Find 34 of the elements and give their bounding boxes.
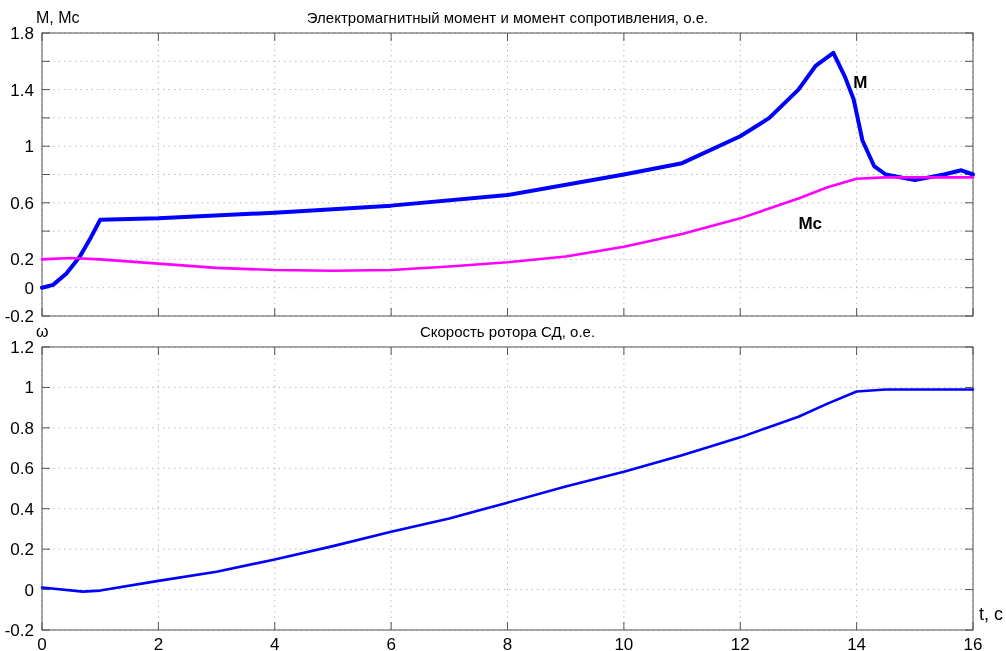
- y-tick-label: 1.8: [10, 23, 34, 43]
- x-tick-label: 0: [37, 635, 47, 651]
- chart-title: Скорость ротора СД, о.е.: [419, 323, 596, 340]
- line-series: [40, 50, 975, 290]
- y-tick-label: 0.4: [10, 499, 34, 519]
- y-tick-label: 0.2: [10, 540, 34, 560]
- y-tick-label: 0.8: [10, 418, 34, 438]
- y-tick-label: 1.4: [10, 80, 34, 100]
- x-tick-label: 12: [730, 635, 750, 651]
- y-tick-label: 1.2: [10, 337, 34, 357]
- x-tick-label: 16: [963, 635, 983, 651]
- chart-title: Электромагнитный момент и момент сопротивления, о.е.: [306, 9, 709, 26]
- y-tick-label: -0.2: [4, 620, 34, 640]
- y-tick-label: 1: [24, 378, 34, 398]
- y-tick-label: 0: [24, 580, 34, 600]
- x-tick-label: 4: [270, 635, 280, 651]
- x-tick-label: 8: [502, 635, 513, 651]
- x-tick-label: 14: [847, 635, 867, 651]
- x-tick-label: 10: [614, 635, 634, 651]
- y-tick-label: 0.6: [10, 193, 34, 213]
- y-axis-title: ω: [36, 323, 49, 340]
- line-series: [40, 176, 975, 273]
- y-tick-label: 0.2: [10, 250, 34, 270]
- series-label: M: [853, 72, 868, 92]
- y-tick-label: -0.2: [4, 306, 34, 326]
- x-axis-title: t, c: [979, 604, 1004, 624]
- series-label: Mc: [798, 213, 823, 233]
- x-tick-label: 6: [386, 635, 396, 651]
- y-tick-label: 0: [24, 278, 34, 298]
- y-axis-title: M, Mc: [36, 9, 80, 26]
- x-tick-label: 2: [153, 635, 164, 651]
- y-tick-label: 0.6: [10, 459, 34, 479]
- y-tick-label: 1: [24, 137, 34, 157]
- line-series: [40, 388, 975, 593]
